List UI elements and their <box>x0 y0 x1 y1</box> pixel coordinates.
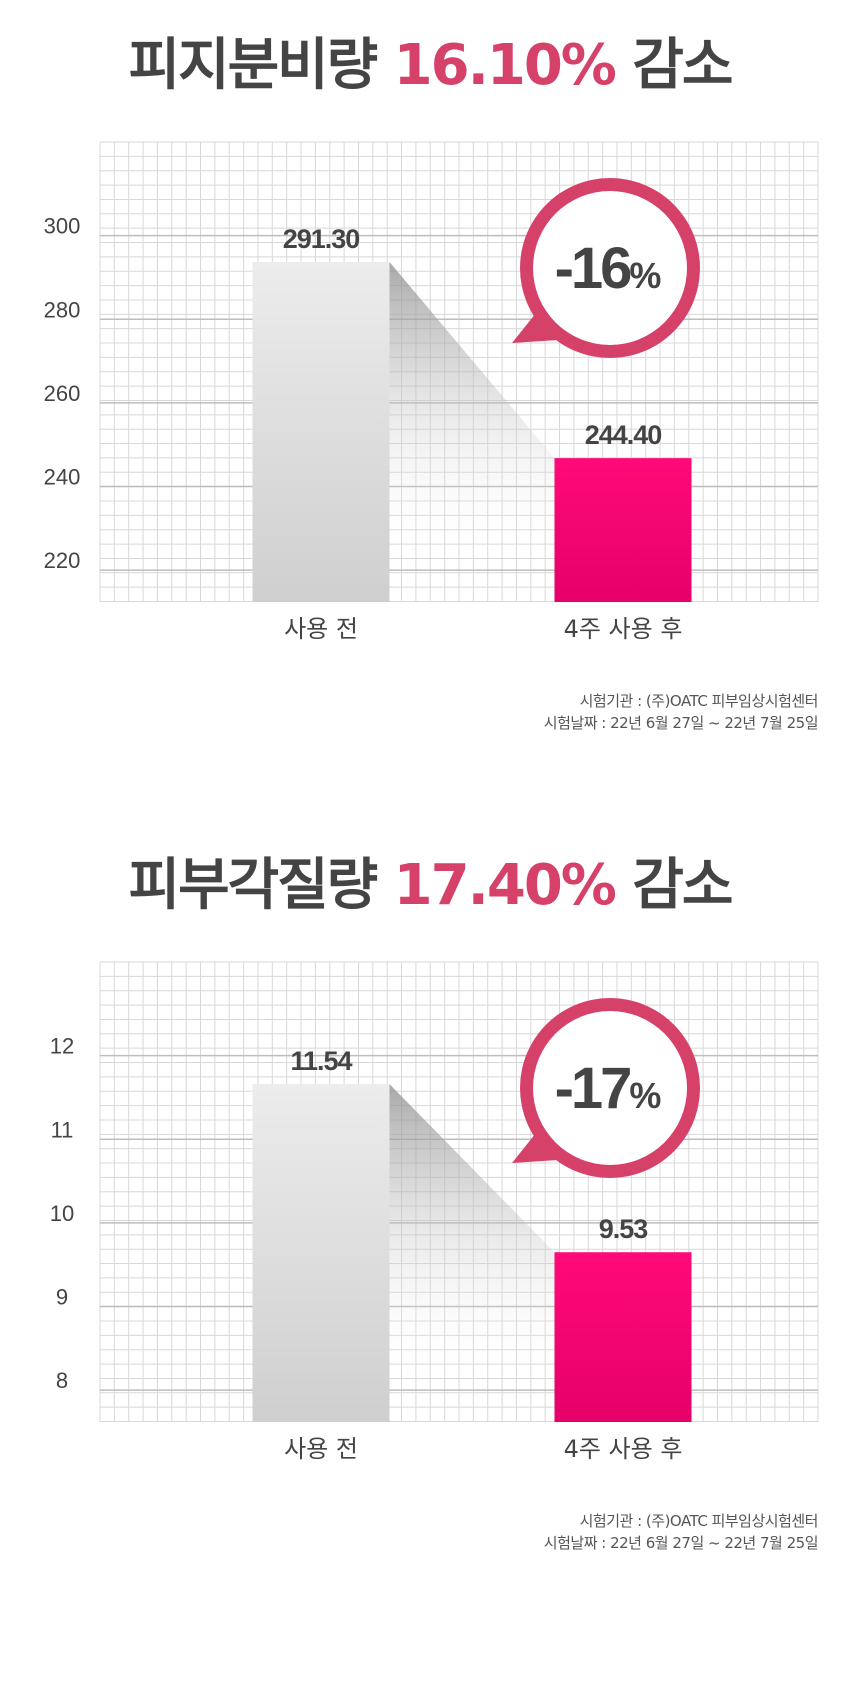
source-note: 시험기관 : (주)OATC 피부임상시험센터 시험날짜 : 22년 6월 27… <box>543 690 819 734</box>
y-tick-label: 240 <box>44 465 81 490</box>
title-suffix: 감소 <box>632 853 733 918</box>
sebum-section: 피지분비량 16.10% 감소 220 240 260 280 300 291.30 244… <box>0 0 860 790</box>
y-tick-label: 260 <box>44 381 81 406</box>
title-percent: 17.40% <box>393 853 617 918</box>
y-tick-label: 280 <box>44 297 81 322</box>
badge-face <box>533 1011 687 1165</box>
change-badge-label: -16% <box>555 236 662 301</box>
title-metric: 피부각질량 <box>128 853 379 918</box>
badge-face <box>533 191 687 345</box>
bar-value-label: 244.40 <box>585 420 662 450</box>
bar-value-label: 291.30 <box>283 224 360 254</box>
title-suffix: 감소 <box>632 33 733 98</box>
x-category-label: 4주 사용 후 <box>564 615 683 643</box>
x-category-label: 사용 전 <box>284 615 358 643</box>
keratin-section: 피부각질량 17.40% 감소 8 9 10 11 12 11.54 9.53 사용 전 4주 … <box>0 820 860 1610</box>
decline-shadow <box>389 262 555 562</box>
title-metric: 피지분비량 <box>128 33 379 98</box>
keratin-bar-chart: 8 9 10 11 12 11.54 9.53 사용 전 4주 사용 후 -17% <box>50 961 819 1463</box>
y-tick-label: 10 <box>50 1201 74 1226</box>
change-badge-label: -17% <box>555 1056 662 1121</box>
test-date: 시험날짜 : 22년 6월 27일 ~ 22년 7월 25일 <box>543 1534 819 1552</box>
title-percent: 16.10% <box>393 33 617 98</box>
bar-value-label: 11.54 <box>290 1046 352 1076</box>
bar-after <box>554 1252 692 1422</box>
y-tick-label: 12 <box>50 1034 74 1059</box>
bar-after <box>554 458 692 602</box>
chart-title: 피지분비량 16.10% 감소 <box>0 20 860 101</box>
test-date: 시험날짜 : 22년 6월 27일 ~ 22년 7월 25일 <box>543 714 819 732</box>
chart-title: 피부각질량 17.40% 감소 <box>0 840 860 921</box>
bar-value-label: 9.53 <box>599 1214 649 1244</box>
sebum-bar-chart: 220 240 260 280 300 291.30 244.40 사용 전 4주 사용 후 -1… <box>44 141 819 643</box>
source-note: 시험기관 : (주)OATC 피부임상시험센터 시험날짜 : 22년 6월 27… <box>543 1510 819 1554</box>
decline-shadow <box>389 1084 555 1382</box>
bar-before <box>252 1084 390 1422</box>
test-institution: 시험기관 : (주)OATC 피부임상시험센터 <box>579 692 819 710</box>
y-tick-label: 300 <box>44 214 81 239</box>
y-tick-label: 8 <box>56 1368 68 1393</box>
test-institution: 시험기관 : (주)OATC 피부임상시험센터 <box>579 1512 819 1530</box>
y-tick-label: 9 <box>56 1285 68 1310</box>
y-tick-label: 220 <box>44 548 81 573</box>
bar-before <box>252 262 390 602</box>
x-category-label: 4주 사용 후 <box>564 1435 683 1463</box>
y-tick-label: 11 <box>51 1117 74 1142</box>
x-category-label: 사용 전 <box>284 1435 358 1463</box>
